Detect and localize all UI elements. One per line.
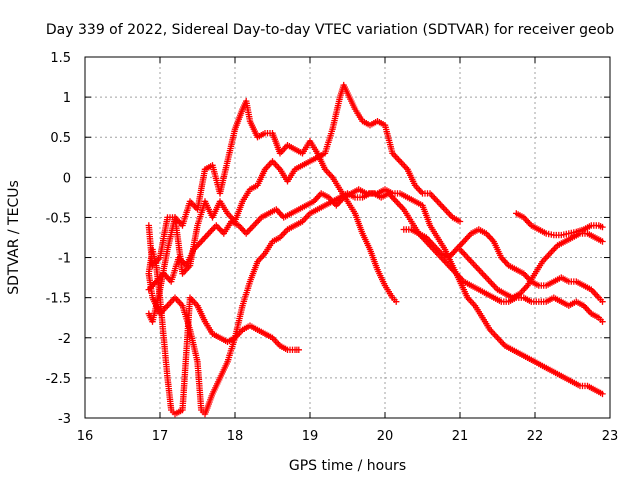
y-tick-label: -2.5	[46, 372, 71, 387]
data-point	[599, 238, 606, 245]
axis-ticks: 16 17 18 19 20 21 22 23 -3 -2.5 -2 -1.5 -1 -0.5 0 0.5 1 1…	[46, 51, 619, 444]
series-arc-3	[145, 81, 464, 277]
y-tick-label: -3	[58, 412, 71, 427]
y-tick-label: -1.5	[46, 292, 71, 307]
series-arc-7	[456, 230, 606, 301]
data-point	[599, 223, 606, 231]
series-arc-5	[145, 186, 606, 418]
y-axis-label: SDTVAR / TECUs	[6, 180, 22, 295]
data-point	[599, 390, 606, 398]
grid-lines	[85, 57, 610, 418]
data-point	[599, 318, 606, 325]
data-series	[145, 81, 606, 418]
y-tick-label: 1	[63, 91, 71, 106]
chart-title: Day 339 of 2022, Sidereal Day-to-day VTE…	[46, 22, 614, 38]
x-tick-label: 18	[227, 429, 244, 444]
x-tick-label: 20	[377, 429, 394, 444]
series-arc-1	[145, 246, 302, 418]
series-arc-6	[400, 226, 606, 305]
series-arc-2	[145, 97, 400, 325]
y-tick-label: -0.5	[46, 211, 71, 226]
y-tick-label: 0	[63, 171, 71, 186]
data-point	[456, 218, 464, 225]
x-axis-label: GPS time / hours	[289, 458, 406, 474]
x-tick-label: 17	[152, 429, 169, 444]
plot-frame	[84, 56, 611, 419]
y-tick-label: 0.5	[50, 131, 71, 146]
data-point	[393, 298, 400, 305]
x-tick-label: 16	[77, 429, 94, 444]
series-arc-8	[513, 210, 606, 239]
y-tick-label: 1.5	[50, 51, 71, 66]
x-tick-label: 22	[527, 429, 544, 444]
y-tick-label: -2	[58, 332, 71, 347]
data-point	[295, 346, 302, 353]
y-tick-label: -1	[58, 252, 71, 267]
x-tick-label: 19	[302, 429, 319, 444]
data-point	[599, 298, 606, 305]
x-tick-label: 23	[602, 429, 619, 444]
x-tick-label: 21	[452, 429, 469, 444]
